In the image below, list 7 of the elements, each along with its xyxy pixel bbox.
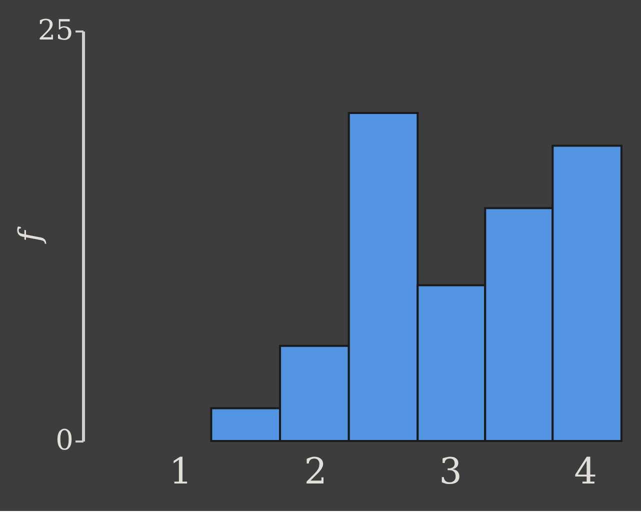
x-tick-label: 1 [169, 452, 192, 492]
y-axis-title: f [12, 226, 48, 244]
x-tick-label: 4 [574, 452, 597, 492]
y-tick-label: 25 [38, 14, 74, 46]
x-tick-label: 2 [304, 452, 328, 492]
x-tick-label: 3 [439, 452, 462, 492]
y-tick-label: 0 [56, 424, 74, 456]
